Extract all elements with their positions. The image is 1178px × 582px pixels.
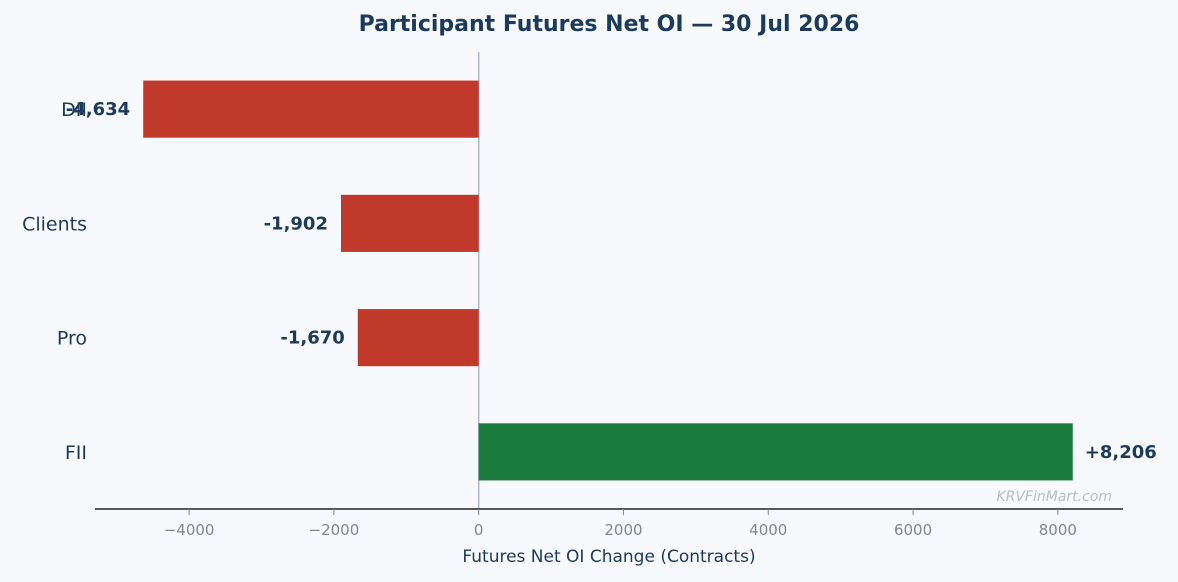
x-tick-label: −4000 — [164, 521, 215, 539]
category-label-pro: Pro — [57, 328, 87, 350]
x-tick-label: −2000 — [309, 521, 360, 539]
watermark-text: KRVFinMart.com — [996, 489, 1112, 505]
x-tick-label: 4000 — [749, 521, 787, 539]
x-tick-label: 2000 — [604, 521, 642, 539]
value-label-dii: -4,634 — [66, 99, 130, 120]
chart-title: Participant Futures Net OI — 30 Jul 2026 — [359, 12, 860, 37]
category-label-fii: FII — [65, 442, 87, 464]
x-tick-label: 8000 — [1039, 521, 1077, 539]
x-axis-title: Futures Net OI Change (Contracts) — [462, 547, 755, 567]
bar-fii — [478, 423, 1073, 481]
value-label-fii: +8,206 — [1085, 442, 1157, 463]
x-axis: −4000 −2000 0 2000 4000 6000 8000 — [95, 508, 1123, 539]
bars-layer: DII-4,634 Clients -1,902 Pro -1,670 FII +8,206 — [22, 52, 1157, 509]
bar-clients — [340, 194, 479, 252]
bar-pro — [357, 309, 479, 367]
x-tick-label: 6000 — [894, 521, 932, 539]
bar-dii — [143, 80, 479, 138]
category-label-clients: Clients — [22, 213, 87, 235]
category-label-dii: DII — [61, 99, 87, 121]
x-tick-label: 0 — [474, 521, 484, 539]
value-label-clients: -1,902 — [264, 213, 328, 234]
value-label-pro: -1,670 — [280, 328, 344, 349]
